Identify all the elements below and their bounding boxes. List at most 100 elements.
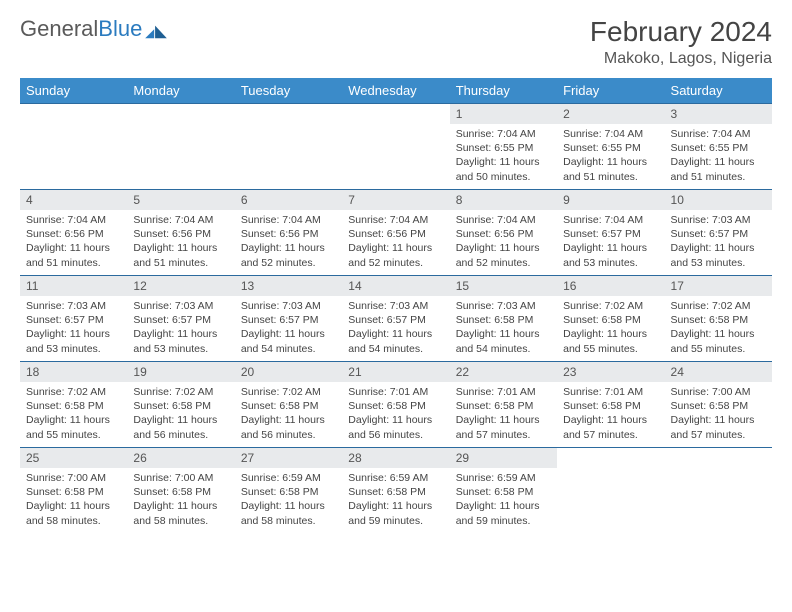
daylight-text: Daylight: 11 hours and 59 minutes. xyxy=(348,499,443,527)
day-cell: 24Sunrise: 7:00 AMSunset: 6:58 PMDayligh… xyxy=(665,362,772,448)
daylight-text: Daylight: 11 hours and 56 minutes. xyxy=(348,413,443,441)
day-info: Sunrise: 7:01 AMSunset: 6:58 PMDaylight:… xyxy=(342,382,449,446)
day-info: Sunrise: 7:03 AMSunset: 6:57 PMDaylight:… xyxy=(342,296,449,360)
day-cell xyxy=(127,104,234,190)
day-number: 9 xyxy=(557,190,664,210)
sunset-text: Sunset: 6:58 PM xyxy=(671,313,766,327)
day-info: Sunrise: 7:02 AMSunset: 6:58 PMDaylight:… xyxy=(127,382,234,446)
day-cell: 6Sunrise: 7:04 AMSunset: 6:56 PMDaylight… xyxy=(235,190,342,276)
day-cell xyxy=(235,104,342,190)
sunset-text: Sunset: 6:56 PM xyxy=(456,227,551,241)
day-info: Sunrise: 7:03 AMSunset: 6:57 PMDaylight:… xyxy=(665,210,772,274)
daylight-text: Daylight: 11 hours and 53 minutes. xyxy=(133,327,228,355)
daylight-text: Daylight: 11 hours and 51 minutes. xyxy=(563,155,658,183)
day-info: Sunrise: 7:04 AMSunset: 6:55 PMDaylight:… xyxy=(557,124,664,188)
sunset-text: Sunset: 6:58 PM xyxy=(241,485,336,499)
day-info: Sunrise: 7:01 AMSunset: 6:58 PMDaylight:… xyxy=(450,382,557,446)
day-number: 3 xyxy=(665,104,772,124)
sunrise-text: Sunrise: 7:02 AM xyxy=(671,299,766,313)
sunset-text: Sunset: 6:55 PM xyxy=(671,141,766,155)
week-row: 4Sunrise: 7:04 AMSunset: 6:56 PMDaylight… xyxy=(20,190,772,276)
day-cell xyxy=(20,104,127,190)
day-number: 22 xyxy=(450,362,557,382)
day-number: 20 xyxy=(235,362,342,382)
day-cell: 17Sunrise: 7:02 AMSunset: 6:58 PMDayligh… xyxy=(665,276,772,362)
sunset-text: Sunset: 6:58 PM xyxy=(133,485,228,499)
day-number: 14 xyxy=(342,276,449,296)
daylight-text: Daylight: 11 hours and 57 minutes. xyxy=(456,413,551,441)
day-cell: 15Sunrise: 7:03 AMSunset: 6:58 PMDayligh… xyxy=(450,276,557,362)
day-number: 11 xyxy=(20,276,127,296)
day-info: Sunrise: 6:59 AMSunset: 6:58 PMDaylight:… xyxy=(235,468,342,532)
day-info: Sunrise: 6:59 AMSunset: 6:58 PMDaylight:… xyxy=(342,468,449,532)
daylight-text: Daylight: 11 hours and 58 minutes. xyxy=(133,499,228,527)
day-cell: 11Sunrise: 7:03 AMSunset: 6:57 PMDayligh… xyxy=(20,276,127,362)
dayhead-thursday: Thursday xyxy=(450,78,557,104)
sunrise-text: Sunrise: 7:03 AM xyxy=(26,299,121,313)
day-number xyxy=(127,104,234,124)
daylight-text: Daylight: 11 hours and 56 minutes. xyxy=(241,413,336,441)
sunrise-text: Sunrise: 7:04 AM xyxy=(241,213,336,227)
day-cell: 13Sunrise: 7:03 AMSunset: 6:57 PMDayligh… xyxy=(235,276,342,362)
day-cell xyxy=(557,448,664,534)
daylight-text: Daylight: 11 hours and 52 minutes. xyxy=(456,241,551,269)
sunrise-text: Sunrise: 7:04 AM xyxy=(456,127,551,141)
day-number: 12 xyxy=(127,276,234,296)
sunrise-text: Sunrise: 7:00 AM xyxy=(26,471,121,485)
day-number: 13 xyxy=(235,276,342,296)
day-cell: 23Sunrise: 7:01 AMSunset: 6:58 PMDayligh… xyxy=(557,362,664,448)
daylight-text: Daylight: 11 hours and 59 minutes. xyxy=(456,499,551,527)
daylight-text: Daylight: 11 hours and 53 minutes. xyxy=(671,241,766,269)
day-cell: 25Sunrise: 7:00 AMSunset: 6:58 PMDayligh… xyxy=(20,448,127,534)
day-info: Sunrise: 7:02 AMSunset: 6:58 PMDaylight:… xyxy=(557,296,664,360)
sunrise-text: Sunrise: 7:00 AM xyxy=(671,385,766,399)
daylight-text: Daylight: 11 hours and 51 minutes. xyxy=(26,241,121,269)
day-number: 21 xyxy=(342,362,449,382)
day-number: 5 xyxy=(127,190,234,210)
day-cell: 14Sunrise: 7:03 AMSunset: 6:57 PMDayligh… xyxy=(342,276,449,362)
day-number: 26 xyxy=(127,448,234,468)
sunrise-text: Sunrise: 7:02 AM xyxy=(26,385,121,399)
day-number: 17 xyxy=(665,276,772,296)
day-info: Sunrise: 7:04 AMSunset: 6:57 PMDaylight:… xyxy=(557,210,664,274)
sunrise-text: Sunrise: 7:01 AM xyxy=(348,385,443,399)
day-number xyxy=(235,104,342,124)
sunrise-text: Sunrise: 7:03 AM xyxy=(456,299,551,313)
day-cell: 7Sunrise: 7:04 AMSunset: 6:56 PMDaylight… xyxy=(342,190,449,276)
day-info: Sunrise: 7:02 AMSunset: 6:58 PMDaylight:… xyxy=(665,296,772,360)
sunrise-text: Sunrise: 7:04 AM xyxy=(563,213,658,227)
sunset-text: Sunset: 6:58 PM xyxy=(456,399,551,413)
sunrise-text: Sunrise: 7:03 AM xyxy=(133,299,228,313)
sunset-text: Sunset: 6:58 PM xyxy=(26,399,121,413)
day-cell: 19Sunrise: 7:02 AMSunset: 6:58 PMDayligh… xyxy=(127,362,234,448)
day-cell: 16Sunrise: 7:02 AMSunset: 6:58 PMDayligh… xyxy=(557,276,664,362)
day-info: Sunrise: 7:00 AMSunset: 6:58 PMDaylight:… xyxy=(665,382,772,446)
title-block: February 2024 Makoko, Lagos, Nigeria xyxy=(590,16,772,68)
day-info: Sunrise: 7:04 AMSunset: 6:56 PMDaylight:… xyxy=(235,210,342,274)
daylight-text: Daylight: 11 hours and 52 minutes. xyxy=(348,241,443,269)
sunset-text: Sunset: 6:56 PM xyxy=(133,227,228,241)
day-info: Sunrise: 7:03 AMSunset: 6:57 PMDaylight:… xyxy=(127,296,234,360)
day-cell: 29Sunrise: 6:59 AMSunset: 6:58 PMDayligh… xyxy=(450,448,557,534)
daylight-text: Daylight: 11 hours and 55 minutes. xyxy=(563,327,658,355)
sunrise-text: Sunrise: 7:01 AM xyxy=(563,385,658,399)
daylight-text: Daylight: 11 hours and 51 minutes. xyxy=(133,241,228,269)
day-cell: 8Sunrise: 7:04 AMSunset: 6:56 PMDaylight… xyxy=(450,190,557,276)
day-info: Sunrise: 6:59 AMSunset: 6:58 PMDaylight:… xyxy=(450,468,557,532)
sunrise-text: Sunrise: 7:00 AM xyxy=(133,471,228,485)
day-info: Sunrise: 7:00 AMSunset: 6:58 PMDaylight:… xyxy=(127,468,234,532)
dayhead-tuesday: Tuesday xyxy=(235,78,342,104)
sunset-text: Sunset: 6:58 PM xyxy=(26,485,121,499)
sunset-text: Sunset: 6:56 PM xyxy=(26,227,121,241)
day-number: 10 xyxy=(665,190,772,210)
dayhead-friday: Friday xyxy=(557,78,664,104)
day-info: Sunrise: 7:04 AMSunset: 6:55 PMDaylight:… xyxy=(665,124,772,188)
daylight-text: Daylight: 11 hours and 55 minutes. xyxy=(26,413,121,441)
day-cell: 20Sunrise: 7:02 AMSunset: 6:58 PMDayligh… xyxy=(235,362,342,448)
sunrise-text: Sunrise: 6:59 AM xyxy=(348,471,443,485)
day-cell: 3Sunrise: 7:04 AMSunset: 6:55 PMDaylight… xyxy=(665,104,772,190)
sunset-text: Sunset: 6:55 PM xyxy=(563,141,658,155)
daylight-text: Daylight: 11 hours and 54 minutes. xyxy=(241,327,336,355)
day-number xyxy=(20,104,127,124)
daylight-text: Daylight: 11 hours and 58 minutes. xyxy=(241,499,336,527)
